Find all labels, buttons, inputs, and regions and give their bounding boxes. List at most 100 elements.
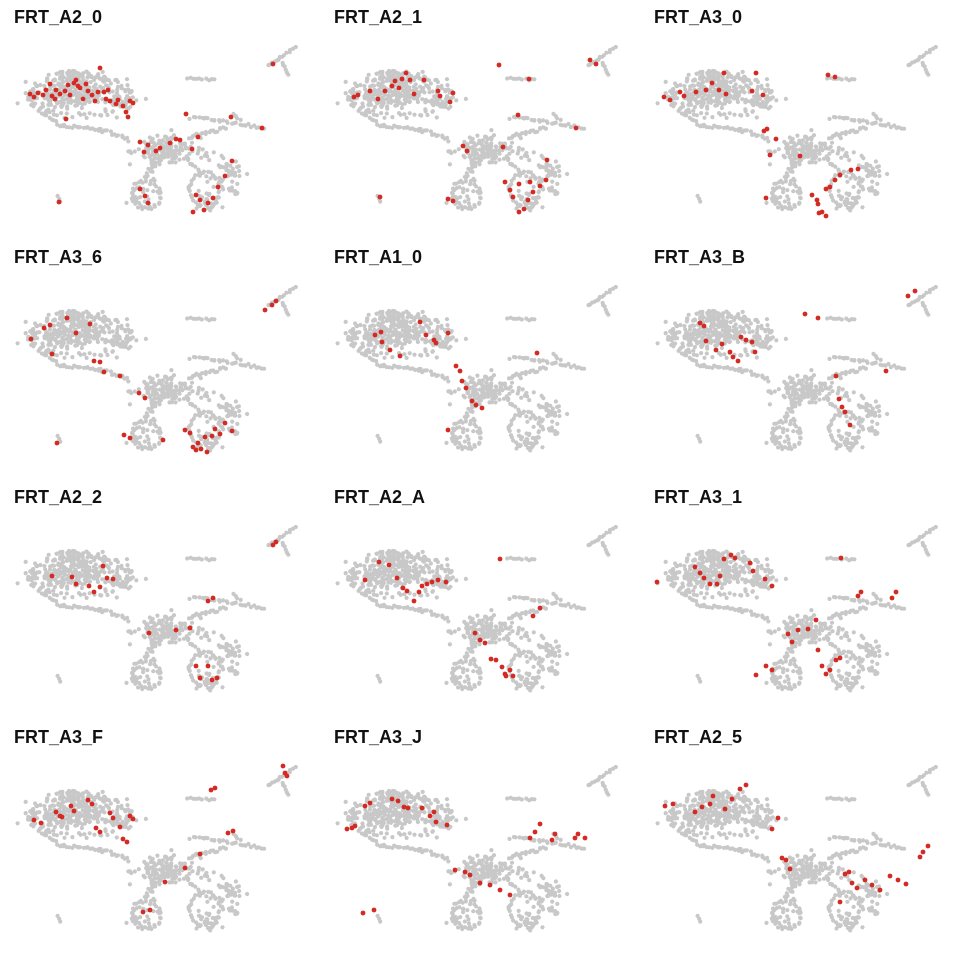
background-point bbox=[707, 312, 713, 317]
background-point bbox=[529, 445, 535, 450]
background-point bbox=[498, 385, 503, 390]
background-point bbox=[216, 195, 221, 200]
background-point bbox=[558, 357, 563, 362]
highlighted-cells bbox=[28, 298, 279, 455]
background-point bbox=[220, 177, 225, 182]
background-point bbox=[458, 435, 463, 440]
background-point bbox=[513, 355, 518, 360]
background-point bbox=[155, 373, 160, 378]
background-point bbox=[809, 128, 814, 133]
background-point bbox=[196, 428, 201, 433]
umap-scatter bbox=[655, 284, 938, 453]
background-point bbox=[173, 144, 178, 149]
background-point bbox=[861, 156, 866, 161]
background-point bbox=[825, 76, 830, 81]
background-point bbox=[722, 352, 727, 357]
background-point bbox=[142, 414, 147, 419]
background-point bbox=[840, 147, 845, 152]
background-point bbox=[67, 88, 73, 93]
background-point bbox=[430, 349, 435, 354]
background-point bbox=[793, 164, 798, 169]
background-point bbox=[741, 79, 747, 84]
background-point bbox=[740, 69, 745, 74]
highlight-point bbox=[681, 93, 687, 99]
background-point bbox=[235, 181, 240, 186]
background-point bbox=[217, 119, 222, 124]
background-point bbox=[501, 156, 507, 161]
background-point bbox=[141, 190, 146, 195]
background-point bbox=[191, 416, 196, 421]
background-point bbox=[532, 77, 537, 82]
background-point bbox=[529, 205, 535, 210]
background-point bbox=[860, 185, 865, 190]
background-point bbox=[852, 77, 857, 82]
background-point bbox=[363, 327, 368, 332]
background-point bbox=[138, 195, 143, 200]
background-point bbox=[415, 97, 420, 102]
background-point bbox=[435, 319, 440, 325]
background-point bbox=[724, 79, 729, 84]
background-point bbox=[668, 329, 673, 334]
background-point bbox=[698, 339, 703, 344]
background-point bbox=[537, 415, 542, 420]
highlight-point bbox=[83, 81, 89, 87]
background-point bbox=[428, 81, 433, 86]
background-point bbox=[66, 100, 71, 105]
background-point bbox=[568, 125, 573, 130]
background-point bbox=[732, 77, 737, 83]
background-point bbox=[601, 53, 606, 58]
background-point bbox=[524, 174, 529, 179]
background-point bbox=[487, 400, 492, 405]
background-point bbox=[86, 331, 91, 337]
panel-title: FRT_A3_6 bbox=[14, 247, 103, 267]
background-point bbox=[23, 331, 28, 336]
background-point bbox=[540, 445, 545, 450]
background-point bbox=[110, 349, 115, 354]
background-point bbox=[36, 348, 41, 353]
background-point bbox=[197, 115, 202, 120]
background-point bbox=[157, 399, 162, 404]
background-point bbox=[384, 351, 389, 356]
background-point bbox=[693, 329, 698, 334]
background-point bbox=[46, 338, 52, 344]
background-point bbox=[428, 369, 434, 374]
background-point bbox=[412, 112, 417, 117]
background-point bbox=[416, 312, 421, 317]
background-point bbox=[76, 91, 81, 96]
background-point bbox=[66, 340, 71, 345]
background-point bbox=[555, 116, 560, 121]
background-point bbox=[123, 344, 128, 349]
background-point bbox=[157, 201, 162, 206]
background-point bbox=[732, 317, 737, 323]
background-point bbox=[461, 153, 466, 158]
highlighted-cells bbox=[372, 319, 540, 433]
background-point bbox=[453, 438, 459, 443]
background-point bbox=[516, 148, 521, 153]
background-point bbox=[379, 351, 384, 356]
background-point bbox=[705, 344, 710, 349]
background-point bbox=[511, 176, 516, 181]
background-point bbox=[203, 369, 208, 375]
highlight-point bbox=[445, 196, 451, 202]
background-point bbox=[368, 324, 373, 329]
background-point bbox=[205, 154, 210, 159]
background-point bbox=[351, 101, 356, 106]
background-point bbox=[380, 316, 385, 321]
background-point bbox=[452, 389, 457, 394]
background-point bbox=[95, 337, 100, 342]
background-point bbox=[421, 319, 427, 324]
highlight-point bbox=[65, 82, 71, 88]
background-point bbox=[827, 116, 832, 121]
background-point bbox=[877, 173, 882, 179]
background-point bbox=[524, 191, 529, 196]
background-point bbox=[448, 104, 453, 109]
background-point bbox=[157, 441, 162, 446]
background-point bbox=[72, 339, 77, 344]
background-point bbox=[28, 329, 33, 334]
highlight-point bbox=[103, 96, 109, 102]
background-point bbox=[119, 86, 124, 91]
background-point bbox=[137, 201, 142, 206]
background-point bbox=[519, 317, 524, 322]
background-point bbox=[424, 368, 429, 373]
facet-panel: FRT_A2_0 bbox=[0, 0, 320, 240]
